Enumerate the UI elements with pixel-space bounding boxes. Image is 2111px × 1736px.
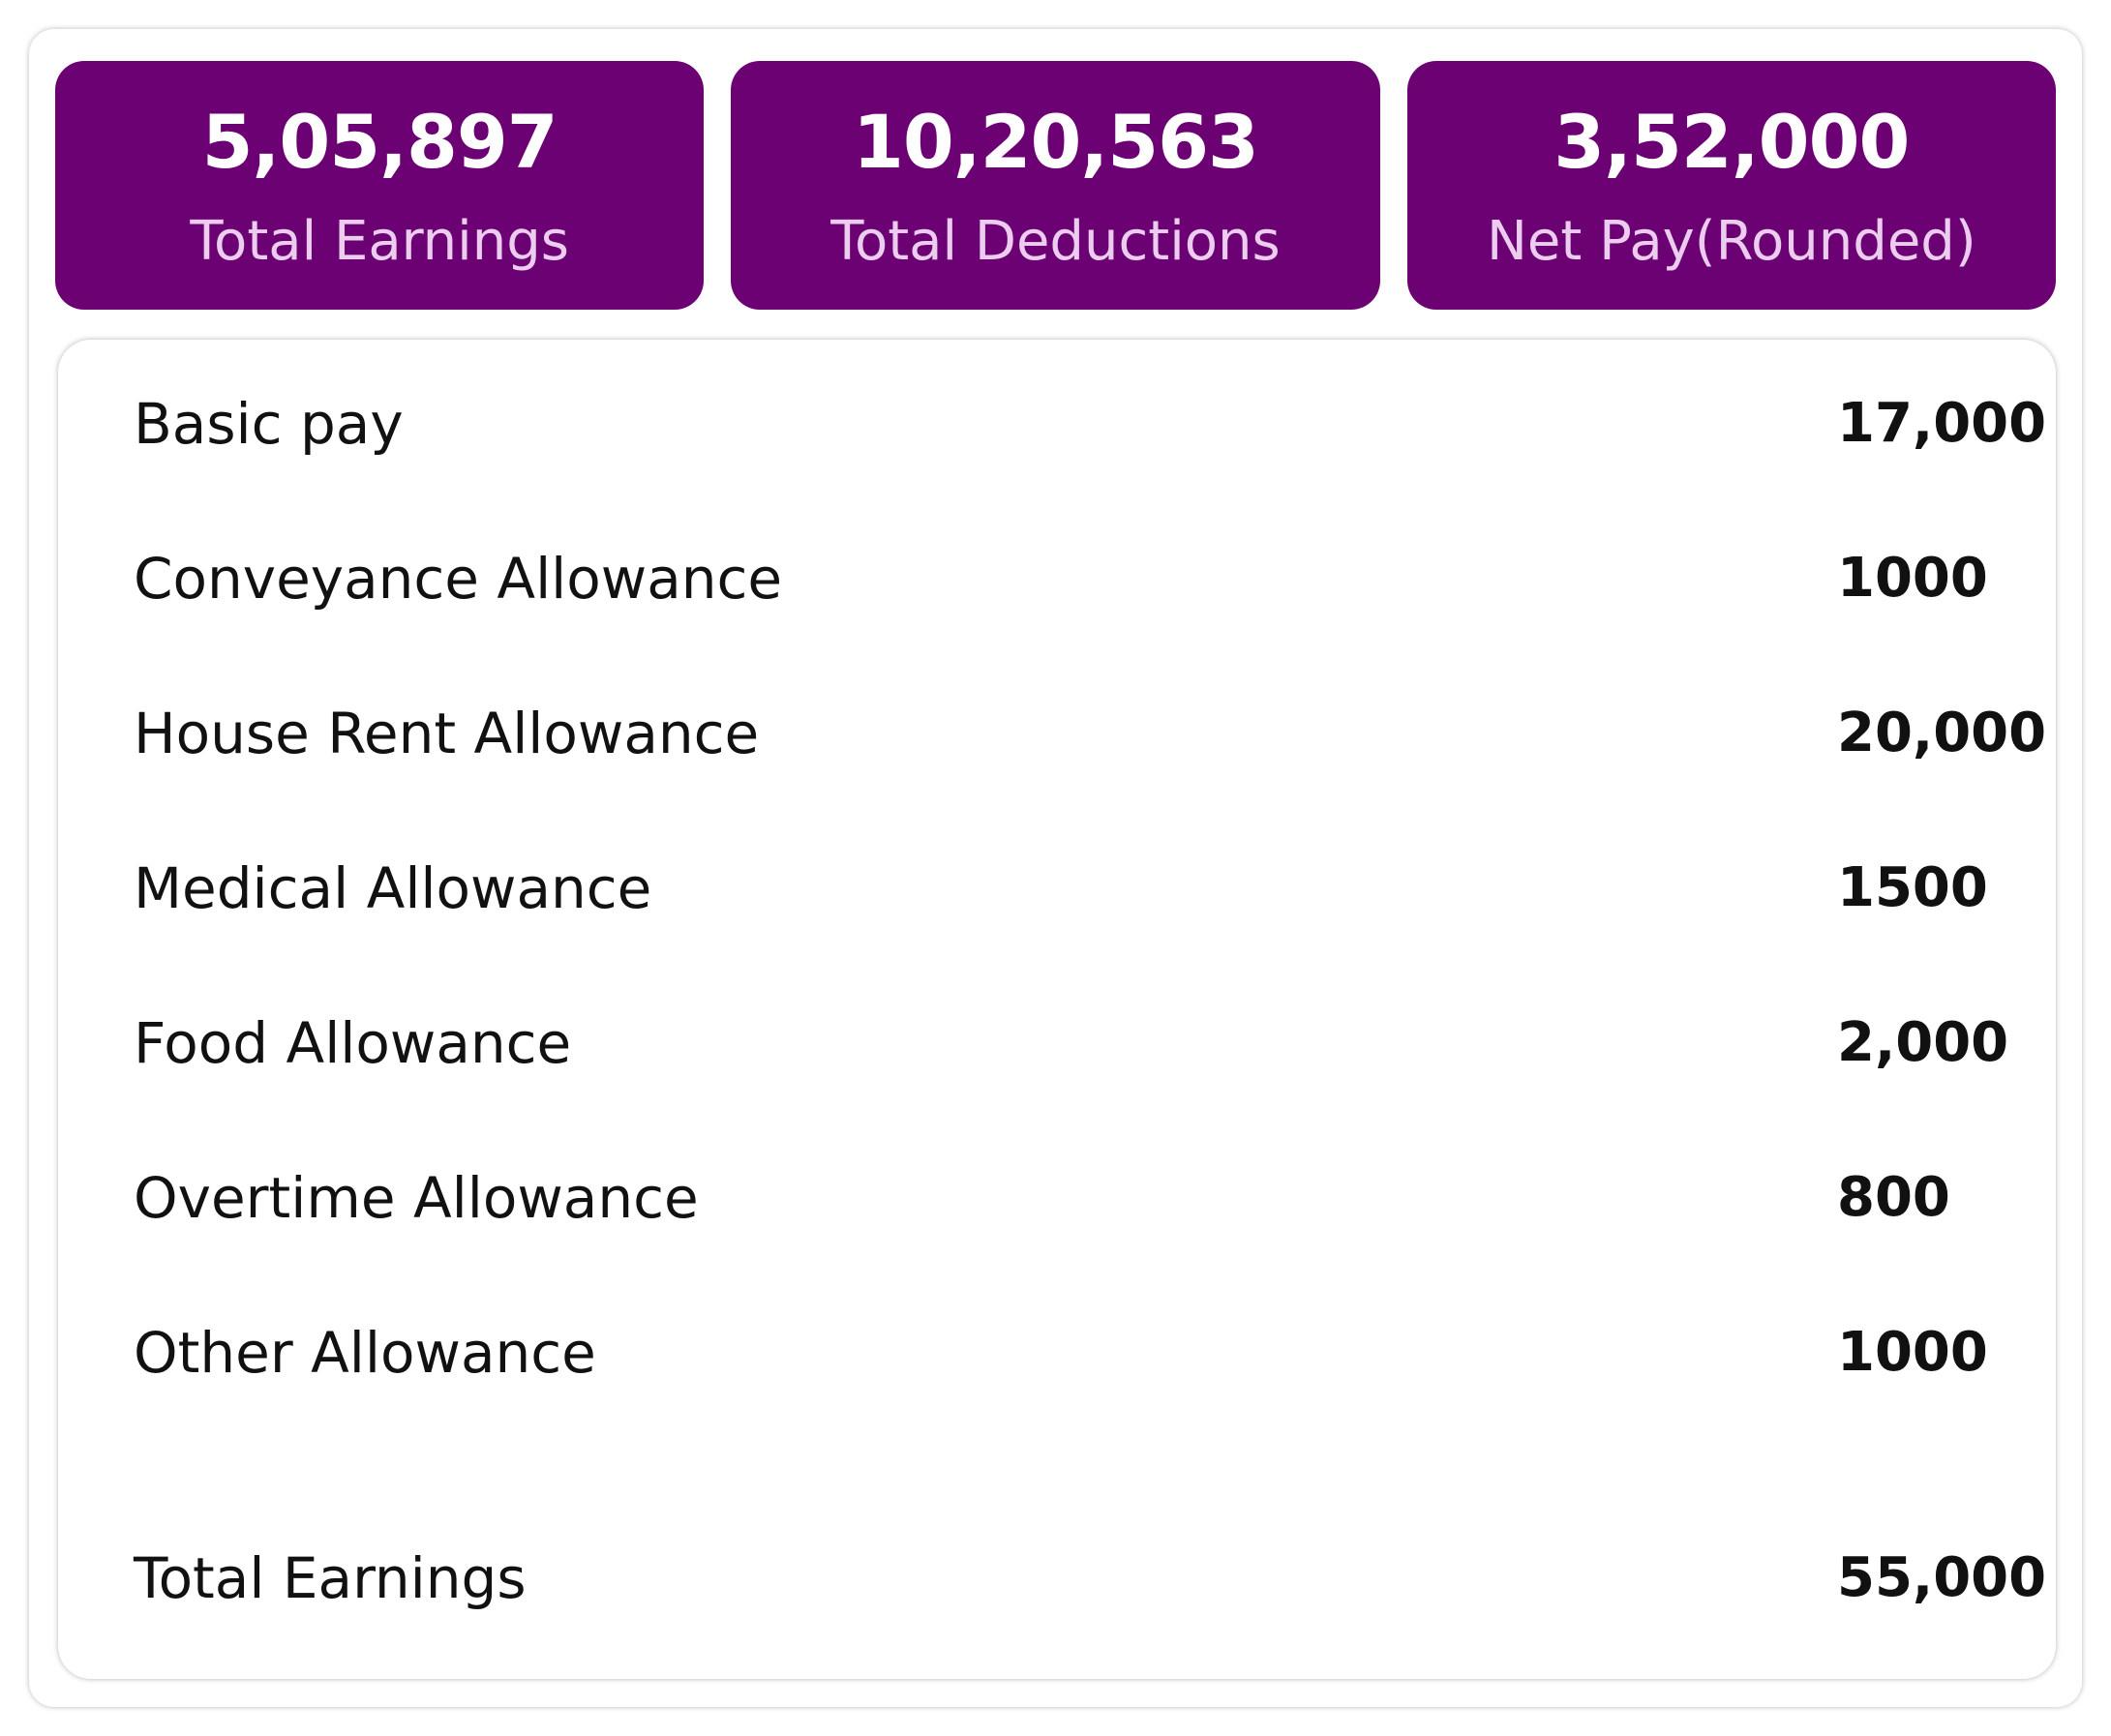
earnings-total-value: 55,000 bbox=[1837, 1546, 2047, 1609]
earning-label: House Rent Allowance bbox=[134, 701, 760, 766]
total-earnings-label: Total Earnings bbox=[190, 209, 569, 273]
earning-label: Food Allowance bbox=[134, 1010, 572, 1076]
earning-value: 1500 bbox=[1837, 856, 1988, 919]
earning-label: Overtime Allowance bbox=[134, 1165, 699, 1231]
earning-value: 800 bbox=[1837, 1166, 1950, 1229]
payslip-panel: 5,05,897 Total Earnings 10,20,563 Total … bbox=[29, 29, 2082, 1707]
net-pay-card: 3,52,000 Net Pay(Rounded) bbox=[1406, 61, 2056, 310]
earning-row-medical-allowance: Medical Allowance 1500 bbox=[58, 850, 2056, 927]
earning-label: Medical Allowance bbox=[134, 855, 652, 921]
earning-row-other-allowance: Other Allowance 1000 bbox=[58, 1314, 2056, 1392]
earning-label: Other Allowance bbox=[134, 1320, 596, 1386]
total-deductions-card: 10,20,563 Total Deductions bbox=[731, 61, 1380, 310]
earning-row-basic-pay: Basic pay 17,000 bbox=[58, 385, 2056, 463]
earnings-total-label: Total Earnings bbox=[134, 1545, 527, 1611]
earning-label: Basic pay bbox=[134, 391, 404, 457]
net-pay-label: Net Pay(Rounded) bbox=[1486, 209, 1976, 273]
total-earnings-card: 5,05,897 Total Earnings bbox=[55, 61, 705, 310]
earning-value: 20,000 bbox=[1837, 702, 2047, 764]
earning-value: 1000 bbox=[1837, 1321, 1988, 1384]
earning-value: 17,000 bbox=[1837, 392, 2047, 455]
earning-value: 2,000 bbox=[1837, 1011, 2009, 1074]
earnings-breakdown: Basic pay 17,000 Conveyance Allowance 10… bbox=[58, 340, 2056, 1679]
earning-row-house-rent-allowance: House Rent Allowance 20,000 bbox=[58, 695, 2056, 772]
total-deductions-value: 10,20,563 bbox=[853, 98, 1259, 185]
total-deductions-label: Total Deductions bbox=[830, 209, 1281, 273]
total-earnings-value: 5,05,897 bbox=[201, 98, 558, 185]
earning-value: 1000 bbox=[1837, 547, 1988, 610]
earning-row-overtime-allowance: Overtime Allowance 800 bbox=[58, 1159, 2056, 1237]
net-pay-value: 3,52,000 bbox=[1553, 98, 1910, 185]
earning-row-conveyance-allowance: Conveyance Allowance 1000 bbox=[58, 540, 2056, 617]
earning-label: Conveyance Allowance bbox=[134, 546, 783, 612]
summary-cards: 5,05,897 Total Earnings 10,20,563 Total … bbox=[55, 61, 2056, 310]
earnings-total-row: Total Earnings 55,000 bbox=[58, 1540, 2056, 1617]
earning-row-food-allowance: Food Allowance 2,000 bbox=[58, 1004, 2056, 1082]
